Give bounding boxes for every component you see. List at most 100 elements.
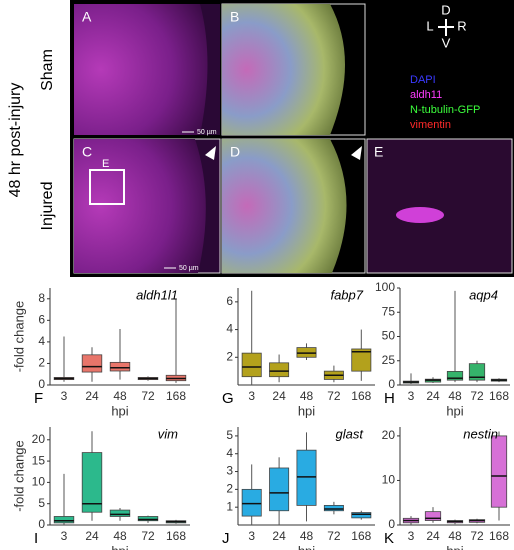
y-tick-label: 4 <box>226 446 233 460</box>
x-axis-label: hpi <box>298 403 315 418</box>
x-axis-label: hpi <box>446 403 463 418</box>
x-tick-label: 24 <box>426 529 440 543</box>
arrowhead <box>205 146 216 160</box>
chart-title: aldh1l1 <box>136 287 178 302</box>
x-tick-label: 48 <box>300 529 314 543</box>
y-tick-label: 2 <box>226 482 233 496</box>
box <box>490 435 508 508</box>
x-tick-label: 168 <box>489 389 509 403</box>
y-tick-label: 15 <box>32 453 46 467</box>
y-tick-label: 10 <box>32 475 46 489</box>
x-tick-label: 3 <box>248 389 255 403</box>
y-tick-label: 4 <box>38 334 45 348</box>
y-axis-label: -fold change <box>11 301 26 373</box>
cells <box>396 207 444 223</box>
tissue <box>222 4 345 135</box>
row-label: Injured <box>39 182 56 231</box>
y-tick-label: 5 <box>38 496 45 510</box>
box <box>296 449 317 506</box>
chart-title: glast <box>336 426 365 441</box>
box <box>109 509 131 517</box>
box <box>269 467 290 512</box>
y-tick-label: 50 <box>382 329 396 343</box>
y-tick-label: 0 <box>38 517 45 531</box>
chart-title: nestin <box>463 426 498 441</box>
tissue <box>222 139 347 273</box>
box <box>468 363 486 381</box>
box <box>81 354 103 373</box>
legend-entry: aldh11 <box>410 89 442 101</box>
compass-label: L <box>426 18 433 33</box>
y-tick-label: 6 <box>226 294 233 308</box>
panel-letter: E <box>374 144 383 160</box>
x-tick-label: 24 <box>272 389 286 403</box>
panel-letter: F <box>34 390 43 407</box>
chart-title: fabp7 <box>330 287 363 302</box>
x-tick-label: 48 <box>113 389 127 403</box>
y-tick-label: 0 <box>388 377 395 391</box>
panel-letter: I <box>34 530 38 547</box>
compass-cross <box>438 19 454 36</box>
box <box>269 362 290 378</box>
y-tick-label: 10 <box>382 473 396 487</box>
box <box>424 511 442 521</box>
panel-letter: H <box>384 390 395 407</box>
inset-label: E <box>102 158 109 170</box>
box <box>446 371 464 381</box>
legend-entry: N-tubulin-GFP <box>410 104 480 116</box>
y-tick-label: 8 <box>38 291 45 305</box>
x-axis-label: hpi <box>111 403 128 418</box>
panel-letter: J <box>222 530 230 547</box>
box <box>109 361 131 372</box>
x-axis-label: hpi <box>446 543 463 550</box>
y-tick-label: 100 <box>375 280 395 294</box>
x-tick-label: 3 <box>248 529 255 543</box>
box <box>53 516 75 524</box>
x-tick-label: 24 <box>85 389 99 403</box>
x-tick-label: 48 <box>300 389 314 403</box>
x-tick-label: 24 <box>85 529 99 543</box>
arrowhead <box>351 146 362 160</box>
box <box>351 348 372 372</box>
y-tick-label: 20 <box>32 432 46 446</box>
x-tick-label: 72 <box>470 389 484 403</box>
y-tick-label: 20 <box>382 428 396 442</box>
legend-entry: DAPI <box>410 74 436 86</box>
y-tick-label: 25 <box>382 353 396 367</box>
x-tick-label: 24 <box>272 529 286 543</box>
panel-letter: G <box>222 390 234 407</box>
panel-e <box>366 138 513 274</box>
legend: DAPI aldh11 N-tubulin-GFP vimentin <box>410 74 480 131</box>
row-label: Sham <box>39 49 56 91</box>
panel-letter: B <box>230 9 239 25</box>
x-tick-label: 72 <box>327 529 341 543</box>
x-tick-label: 48 <box>448 389 462 403</box>
box <box>241 352 262 378</box>
x-tick-label: 3 <box>408 529 415 543</box>
panel-letter: A <box>82 9 92 25</box>
side-title: 48 hr post-injury <box>7 83 24 198</box>
x-axis-label: hpi <box>111 543 128 550</box>
scale-label: 50 µm <box>179 265 199 272</box>
y-tick-label: 5 <box>226 428 233 442</box>
x-tick-label: 3 <box>61 389 68 403</box>
x-tick-label: 72 <box>141 389 155 403</box>
inset-box <box>89 169 125 205</box>
x-tick-label: 168 <box>166 389 186 403</box>
y-tick-label: 1 <box>226 499 233 513</box>
box <box>351 512 372 519</box>
tissue <box>74 139 206 273</box>
panel-letter: K <box>384 530 394 547</box>
legend-entry: vimentin <box>410 119 451 131</box>
chart-title: aqp4 <box>469 287 498 302</box>
compass-label: V <box>442 35 451 50</box>
box <box>81 452 103 513</box>
y-tick-label: 3 <box>226 464 233 478</box>
compass-label: R <box>457 18 466 33</box>
panel-letter: D <box>230 144 240 160</box>
y-tick-label: 2 <box>226 349 233 363</box>
panel-letter: C <box>82 144 92 160</box>
y-tick-label: 75 <box>382 304 396 318</box>
